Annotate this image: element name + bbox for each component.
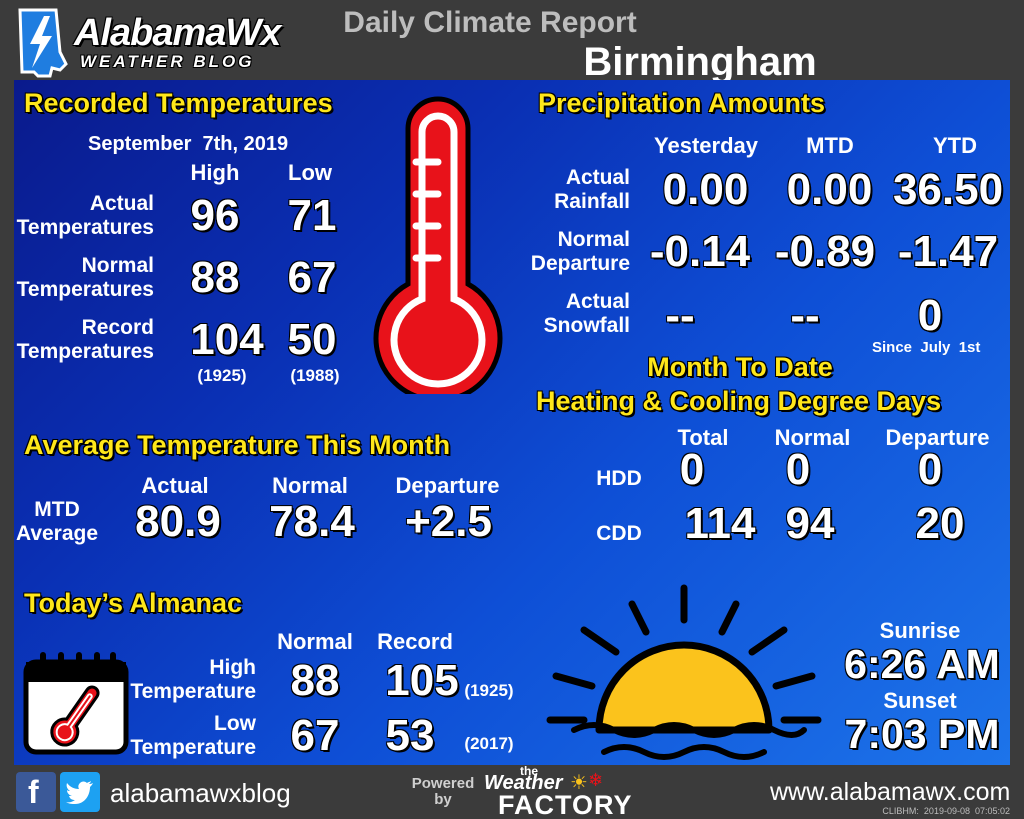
timestamp-stamp: CLIBHM: 2019-09-08 07:05:02 [882, 806, 1010, 816]
rain-yesterday: 0.00 [662, 165, 749, 214]
twf-factory: FACTORY [498, 790, 633, 819]
cdd-label: CDD [596, 522, 642, 545]
avg-col-actual: Actual [141, 473, 209, 498]
almanac-high-record-year: (1925) [464, 681, 514, 700]
logo-subtitle: WEATHER BLOG [80, 52, 255, 71]
almanac-high-record: 105 [385, 656, 459, 705]
since-july-note: Since July 1st [872, 339, 981, 356]
facebook-link[interactable]: f [16, 772, 56, 812]
precip-col-ytd: YTD [933, 133, 977, 158]
report-date: September 7th, 2019 [88, 133, 289, 155]
record-high-year: (1925) [197, 366, 247, 385]
almanac-low-normal: 67 [290, 711, 340, 760]
thermometer-icon [373, 96, 503, 394]
cdd-total: 114 [684, 499, 756, 548]
weather-factory-logo-icon: the Weather ☀ ❄ FACTORY [484, 764, 644, 819]
normal-low: 67 [287, 253, 337, 302]
social-handle[interactable]: alabamawxblog [110, 778, 291, 808]
record-high: 104 [190, 315, 264, 364]
degree-days-title-1: Month To Date [647, 352, 833, 382]
twf-sun-icon: ☀ [570, 772, 588, 794]
degree-days-title-2: Heating & Cooling Degree Days [536, 386, 942, 416]
almanac-high-label: High Temperature [130, 656, 256, 703]
precip-label-snowfall: Actual Snowfall [543, 290, 630, 337]
almanac-low-record: 53 [385, 711, 435, 760]
avg-departure-value: +2.5 [405, 497, 492, 546]
sunset-time: 7:03 PM [844, 711, 1000, 757]
cdd-normal: 94 [785, 499, 835, 548]
snow-ytd: 0 [917, 291, 943, 340]
facebook-icon: f [28, 774, 39, 810]
sunrise-label: Sunrise [879, 618, 961, 643]
hdd-departure: 0 [917, 445, 943, 494]
precip-label-rainfall: Actual Rainfall [554, 166, 630, 213]
dd-col-departure: Departure [885, 425, 990, 450]
hdd-label: HDD [596, 467, 642, 490]
precip-col-mtd: MTD [806, 133, 854, 158]
row-label-record: Record Temperatures [16, 316, 154, 363]
snow-mtd: -- [790, 291, 820, 340]
logo: AlabamaWx WEATHER BLOG [12, 8, 282, 80]
recorded-temps-title: Recorded Temperatures [24, 88, 333, 118]
sunrise-time: 6:26 AM [844, 641, 1000, 687]
twitter-icon [66, 781, 93, 804]
actual-low: 71 [287, 191, 337, 240]
actual-high: 96 [190, 191, 240, 240]
sun-setting-icon [546, 584, 822, 760]
website-link[interactable]: www.alabamawx.com [770, 778, 1011, 806]
avg-actual-value: 80.9 [135, 497, 221, 546]
departure-yesterday: -0.14 [649, 227, 751, 276]
dd-col-normal: Normal [774, 425, 851, 450]
hdd-normal: 0 [785, 445, 811, 494]
twf-the: the [520, 764, 538, 778]
record-low-year: (1988) [290, 366, 340, 385]
hdd-total: 0 [679, 445, 705, 494]
avg-col-normal: Normal [272, 473, 348, 498]
col-high: High [190, 160, 240, 185]
report-panel [14, 80, 1010, 765]
dd-col-total: Total [677, 425, 729, 450]
powered-text: Powered by [411, 775, 475, 808]
calendar-thermometer-icon [23, 652, 129, 755]
rain-ytd: 36.50 [892, 165, 1004, 214]
record-low: 50 [287, 315, 337, 364]
almanac-col-normal: Normal [277, 629, 353, 654]
row-label-normal: Normal Temperatures [16, 254, 154, 301]
precip-title: Precipitation Amounts [538, 88, 826, 118]
precip-col-yesterday: Yesterday [654, 133, 758, 158]
rain-mtd: 0.00 [786, 165, 873, 214]
departure-mtd: -0.89 [774, 227, 876, 276]
report-title: Daily Climate Report [343, 6, 637, 39]
avg-normal-value: 78.4 [269, 497, 355, 546]
twf-snow-icon: ❄ [588, 770, 604, 790]
col-low: Low [288, 160, 332, 185]
cdd-departure: 20 [915, 499, 965, 548]
almanac-col-record: Record [377, 629, 453, 654]
precip-label-departure: Normal Departure [530, 228, 630, 275]
city-name: Birmingham [583, 40, 817, 84]
sunset-label: Sunset [883, 688, 957, 713]
twitter-link[interactable] [60, 772, 100, 812]
snow-yesterday: -- [665, 291, 695, 340]
alabama-lightning-logo-icon [18, 8, 68, 78]
logo-name: AlabamaWx [74, 12, 281, 54]
mtd-average-label: MTD Average [15, 498, 99, 545]
avg-col-departure: Departure [395, 473, 500, 498]
row-label-actual: Actual Temperatures [16, 192, 154, 239]
average-temp-title: Average Temperature This Month [24, 430, 451, 460]
normal-high: 88 [190, 253, 240, 302]
almanac-low-label: Low Temperature [130, 712, 256, 759]
almanac-low-record-year: (2017) [464, 734, 514, 753]
almanac-title: Today’s Almanac [24, 588, 243, 618]
twf-weather: Weather [484, 772, 563, 794]
almanac-high-normal: 88 [290, 656, 340, 705]
departure-ytd: -1.47 [897, 227, 999, 276]
